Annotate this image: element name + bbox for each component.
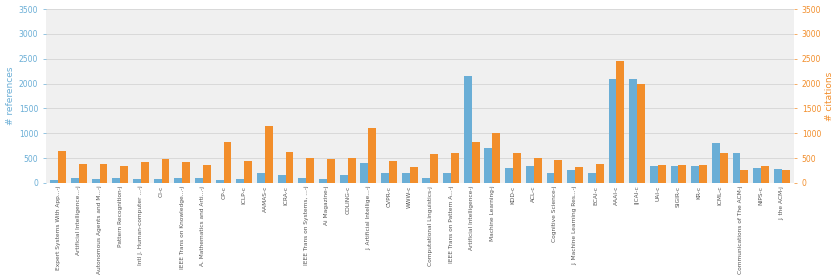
Bar	[472, 142, 480, 183]
Bar	[223, 142, 232, 183]
Bar	[120, 165, 129, 183]
Bar	[265, 126, 273, 183]
Bar	[423, 178, 430, 183]
Bar	[195, 178, 203, 183]
Bar	[782, 171, 790, 183]
Y-axis label: # citations: # citations	[826, 71, 834, 121]
Bar	[50, 180, 58, 183]
Bar	[547, 173, 554, 183]
Bar	[575, 167, 583, 183]
Bar	[340, 176, 348, 183]
Bar	[526, 165, 533, 183]
Bar	[100, 164, 108, 183]
Bar	[175, 178, 182, 183]
Bar	[505, 168, 513, 183]
Bar	[389, 160, 396, 183]
Bar	[533, 158, 542, 183]
Bar	[430, 154, 438, 183]
Bar	[298, 178, 307, 183]
Bar	[699, 165, 707, 183]
Bar	[740, 170, 748, 183]
Bar	[236, 179, 244, 183]
Bar	[554, 160, 562, 183]
Bar	[216, 180, 223, 183]
Bar	[278, 176, 286, 183]
Bar	[492, 133, 500, 183]
Bar	[451, 153, 459, 183]
Bar	[596, 164, 604, 183]
Bar	[113, 178, 120, 183]
Bar	[732, 153, 740, 183]
Bar	[71, 178, 79, 183]
Bar	[58, 151, 66, 183]
Bar	[244, 160, 252, 183]
Bar	[327, 158, 335, 183]
Bar	[567, 171, 575, 183]
Bar	[161, 159, 170, 183]
Bar	[410, 167, 417, 183]
Bar	[629, 79, 637, 183]
Bar	[182, 162, 190, 183]
Bar	[360, 163, 368, 183]
Bar	[286, 152, 293, 183]
Y-axis label: # references: # references	[6, 67, 14, 125]
Bar	[588, 173, 596, 183]
Bar	[79, 164, 87, 183]
Bar	[464, 76, 472, 183]
Bar	[753, 168, 761, 183]
Bar	[617, 61, 624, 183]
Bar	[650, 165, 658, 183]
Bar	[368, 128, 376, 183]
Bar	[679, 165, 686, 183]
Bar	[761, 165, 769, 183]
Bar	[154, 179, 161, 183]
Bar	[513, 153, 521, 183]
Bar	[257, 173, 265, 183]
Bar	[402, 173, 410, 183]
Bar	[720, 153, 727, 183]
Bar	[133, 179, 141, 183]
Bar	[348, 158, 355, 183]
Bar	[774, 169, 782, 183]
Bar	[637, 83, 645, 183]
Bar	[92, 179, 100, 183]
Bar	[691, 165, 699, 183]
Bar	[141, 162, 149, 183]
Bar	[444, 173, 451, 183]
Bar	[608, 79, 617, 183]
Bar	[485, 148, 492, 183]
Bar	[670, 165, 679, 183]
Bar	[381, 173, 389, 183]
Bar	[319, 179, 327, 183]
Bar	[307, 158, 314, 183]
Bar	[658, 165, 665, 183]
Bar	[203, 165, 211, 183]
Bar	[711, 143, 720, 183]
